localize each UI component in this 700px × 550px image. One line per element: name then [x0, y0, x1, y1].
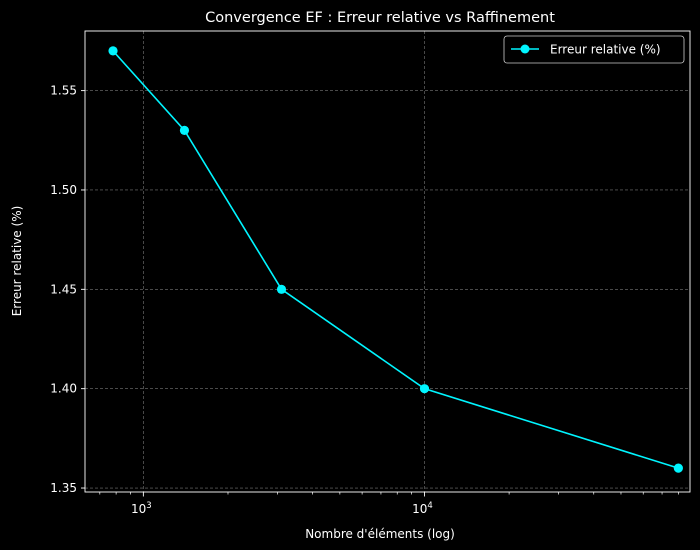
x-tick-label: 104	[412, 501, 433, 516]
legend: Erreur relative (%)	[503, 35, 685, 64]
legend-series-label: Erreur relative (%)	[550, 43, 661, 57]
x-tick-label: 103	[131, 501, 152, 516]
legend-series-marker	[520, 44, 530, 54]
y-tick-label: 1.45	[50, 282, 77, 296]
y-tick-label: 1.50	[50, 183, 77, 197]
y-tick-label: 1.55	[50, 84, 77, 98]
y-axis-label: Erreur relative (%)	[10, 206, 24, 317]
chart-title: Convergence EF : Erreur relative vs Raff…	[205, 10, 555, 26]
series-layer	[108, 46, 683, 473]
grid-layer	[85, 31, 690, 492]
data-point	[419, 384, 430, 394]
data-point	[179, 125, 190, 135]
plot-frame	[84, 30, 691, 493]
axes-layer: 1.35 1.40 1.45 1.50 1.55 103 104	[50, 30, 691, 516]
data-point	[276, 284, 287, 294]
x-axis-label: Nombre d'éléments (log)	[305, 527, 455, 541]
data-point	[673, 463, 683, 473]
legend-box	[503, 35, 685, 64]
data-point	[108, 46, 118, 56]
y-tick-label: 1.40	[50, 382, 77, 396]
y-tick-label: 1.35	[50, 481, 77, 495]
